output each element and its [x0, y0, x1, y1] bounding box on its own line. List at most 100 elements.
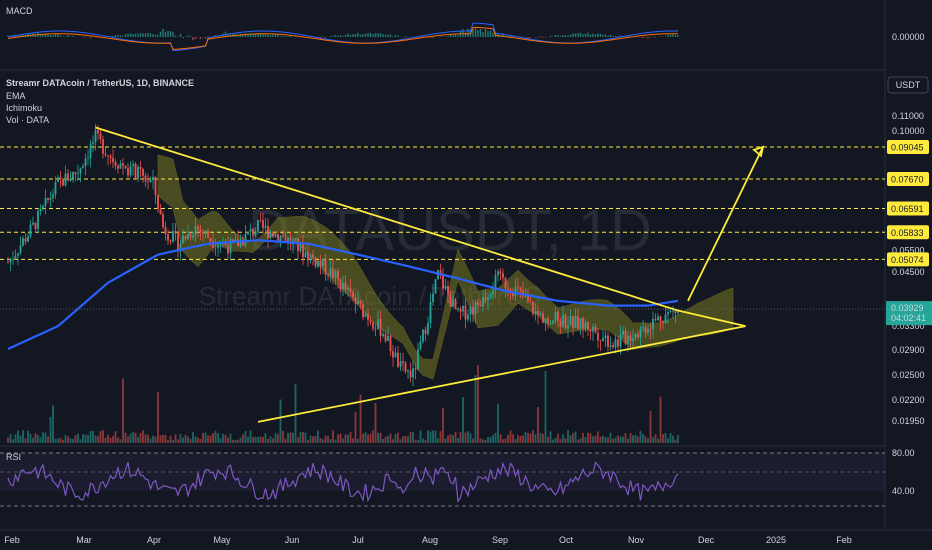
volume-bar — [647, 438, 649, 443]
volume-bar — [257, 436, 259, 443]
macd-bar — [527, 37, 529, 39]
volume-bar — [352, 438, 354, 443]
volume-bar — [244, 431, 247, 443]
volume-bar — [34, 433, 37, 443]
candle-body — [339, 279, 342, 290]
macd-bar — [379, 33, 382, 37]
volume-bar — [332, 430, 334, 443]
candle-body — [274, 233, 277, 237]
volume-bar — [239, 437, 242, 443]
macd-bar — [337, 35, 339, 37]
candle-body — [652, 318, 654, 330]
macd-label[interactable]: MACD — [6, 6, 33, 16]
candle-body — [589, 329, 592, 332]
candle-body — [324, 259, 327, 275]
macd-bar — [129, 33, 132, 37]
candle-body — [139, 166, 142, 170]
candle-body — [604, 335, 607, 339]
macd-bar — [479, 29, 482, 37]
candle-body — [519, 287, 522, 291]
volume-bar — [187, 436, 189, 443]
candle-body — [352, 291, 354, 298]
volume-bar — [449, 434, 452, 443]
breakout-projection-arrow[interactable] — [687, 146, 764, 302]
volume-bar — [437, 438, 439, 443]
candle-body — [54, 182, 57, 195]
candle-body — [244, 234, 247, 246]
time-axis[interactable]: Feb Mar Apr May Jun Jul Aug Sep Oct Nov Dec 2025 Feb — [4, 535, 852, 545]
candle-body — [314, 257, 317, 267]
volume-bar — [372, 430, 374, 443]
volume-bar — [642, 434, 644, 443]
volume-bar — [302, 431, 304, 443]
macd-bar — [387, 34, 389, 37]
volume-bar — [152, 435, 154, 443]
macd-bar — [267, 34, 269, 37]
candle-body — [414, 368, 417, 370]
indicator-ichimoku[interactable]: Ichimoku — [6, 103, 42, 113]
volume-bar — [609, 432, 612, 443]
volume-bar — [124, 432, 127, 443]
descending-trendline[interactable] — [95, 126, 679, 312]
candle-body — [269, 232, 272, 239]
triangle-apex-line[interactable] — [677, 309, 746, 327]
volume-bar — [142, 430, 144, 443]
candle-body — [7, 262, 9, 264]
candle-body — [32, 222, 34, 225]
volume-bar — [312, 436, 314, 443]
macd-bar — [59, 35, 62, 37]
currency-button[interactable] — [887, 76, 929, 94]
indicator-ema[interactable]: EMA — [6, 91, 26, 101]
macd-bar — [602, 34, 604, 37]
price-axis[interactable]: 0.11000 0.10000 0.04500 0.03300 0.02900 0.025… — [892, 111, 925, 426]
macd-bar — [254, 34, 257, 37]
price-tick-label: 0.02900 — [892, 345, 925, 355]
candle-body — [84, 158, 87, 167]
indicator-volume[interactable]: Vol · DATA — [6, 115, 49, 125]
candle-body — [412, 368, 414, 378]
macd-bar — [647, 37, 649, 39]
macd-bar — [579, 32, 582, 37]
volume-bar — [237, 439, 239, 443]
volume-bar — [414, 439, 417, 443]
volume-bar — [349, 431, 352, 443]
macd-bar — [617, 36, 619, 37]
candle-body — [379, 319, 382, 336]
volume-bar — [624, 433, 627, 443]
candle-body — [107, 155, 109, 157]
candle-body — [184, 236, 187, 240]
candle-body — [477, 302, 479, 306]
volume-bar — [319, 437, 322, 443]
volume-bar — [227, 437, 229, 443]
candle-body — [152, 176, 154, 181]
candle-body — [372, 322, 374, 329]
rsi-label[interactable]: RSI — [6, 452, 21, 462]
candle-body — [202, 231, 204, 234]
macd-bar — [132, 33, 134, 37]
macd-bar — [369, 32, 372, 37]
candle-body — [384, 333, 387, 342]
macd-bar — [507, 35, 509, 37]
volume-bar — [74, 435, 77, 443]
macd-bar — [344, 34, 347, 37]
candle-body — [514, 286, 517, 297]
macd-bar — [157, 34, 159, 37]
macd-bar — [127, 33, 129, 37]
symbol-title[interactable]: Streamr DATAcoin / TetherUS, 1D, BINANCE — [6, 78, 194, 88]
volume-bar — [664, 432, 667, 443]
volume-bar — [674, 439, 677, 443]
macd-bar — [564, 35, 567, 37]
macd-bar — [397, 35, 399, 37]
macd-bar — [557, 35, 559, 37]
volume-bar — [122, 378, 124, 443]
ascending-trendline[interactable] — [257, 325, 746, 423]
candle-body — [149, 180, 152, 182]
volume-bar — [354, 411, 357, 443]
volume-bar — [94, 435, 97, 443]
volume-bar — [47, 436, 49, 443]
volume-bar — [14, 434, 17, 443]
candle-body — [664, 314, 667, 324]
candle-body — [517, 286, 519, 288]
macd-bar — [42, 34, 44, 37]
volume-bar — [27, 430, 29, 443]
